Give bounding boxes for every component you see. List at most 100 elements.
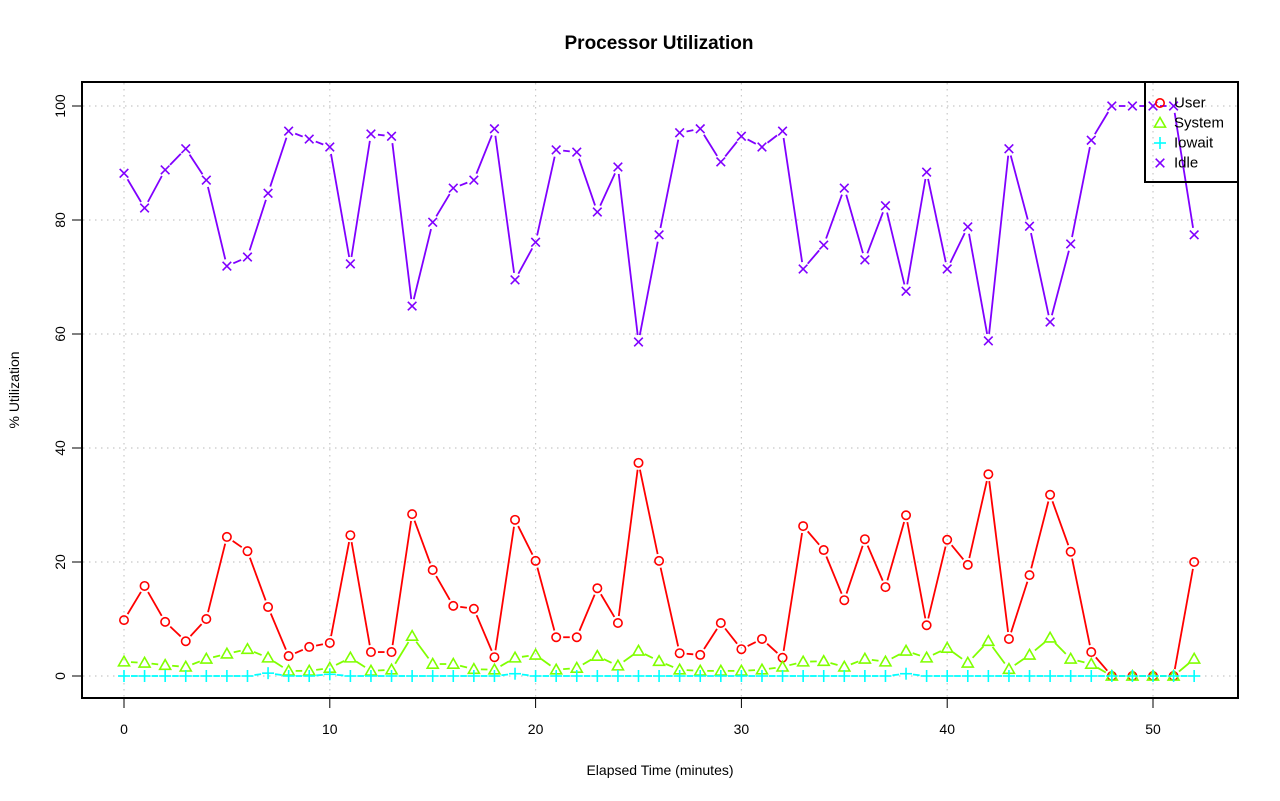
- data-point-user: [242, 546, 253, 557]
- data-point-iowait: [1085, 670, 1098, 682]
- series-segment-user: [189, 623, 203, 637]
- data-point-iowait: [262, 667, 275, 680]
- data-point-idle: [983, 335, 994, 346]
- series-segment-system: [1034, 641, 1046, 652]
- data-point-iowait: [1002, 670, 1015, 682]
- legend-symbol-user: [1155, 98, 1166, 109]
- series-segment-system: [830, 662, 838, 666]
- series-segment-user: [886, 521, 905, 581]
- data-point-idle: [427, 217, 438, 228]
- series-segment-idle: [1009, 155, 1029, 220]
- data-point-idle: [1045, 317, 1055, 327]
- data-point-iowait: [303, 670, 316, 682]
- series-segment-system: [563, 667, 570, 671]
- data-point-iowait: [673, 670, 686, 682]
- x-axis-label: Elapsed Time (minutes): [586, 762, 733, 778]
- legend-item-user: User: [1155, 95, 1206, 112]
- data-point-system: [425, 656, 440, 669]
- data-point-iowait: [653, 670, 666, 682]
- series-segment-user: [232, 540, 243, 548]
- data-point-user: [324, 637, 335, 648]
- series-segment-idle: [617, 173, 639, 336]
- data-point-iowait: [118, 670, 130, 682]
- data-point-idle: [530, 237, 541, 248]
- data-point-iowait: [1064, 670, 1077, 682]
- data-point-idle: [283, 126, 294, 136]
- series-segment-idle: [294, 132, 304, 138]
- data-point-system: [220, 646, 234, 659]
- data-point-idle: [613, 162, 623, 172]
- data-point-idle: [921, 167, 932, 177]
- data-point-user: [180, 636, 191, 647]
- series-segment-system: [665, 663, 674, 668]
- data-point-iowait: [447, 670, 460, 682]
- plot-frame: [81, 81, 1239, 699]
- data-point-user: [715, 617, 726, 628]
- series-segment-idle: [1071, 146, 1091, 238]
- series-segment-idle: [845, 194, 864, 254]
- series-segment-system: [891, 653, 901, 660]
- data-point-idle: [551, 145, 562, 155]
- data-point-idle: [571, 147, 582, 158]
- data-point-system: [816, 654, 831, 667]
- data-point-idle: [757, 142, 767, 152]
- x-tick-label: 40: [939, 721, 955, 737]
- data-point-system: [1187, 651, 1202, 664]
- series-segment-user: [330, 541, 350, 637]
- data-point-user: [1045, 489, 1056, 500]
- x-tick-label: 30: [734, 721, 750, 737]
- series-segment-user: [269, 613, 287, 650]
- data-point-iowait: [282, 670, 295, 682]
- series-segment-system: [273, 660, 284, 668]
- series-segment-idle: [350, 140, 371, 258]
- data-point-user: [818, 545, 829, 556]
- data-point-iowait: [900, 667, 913, 680]
- data-point-idle: [139, 203, 150, 213]
- data-point-user: [839, 595, 850, 606]
- legend: User System Iowait Idle: [1144, 81, 1239, 183]
- series-segment-idle: [563, 149, 570, 153]
- series-segment-system: [151, 662, 159, 666]
- series-segment-idle: [825, 194, 843, 239]
- data-point-system: [611, 658, 625, 671]
- series-segment-user: [659, 567, 680, 647]
- series-segment-user: [927, 546, 947, 619]
- data-point-iowait: [817, 670, 830, 682]
- series-layer: [117, 101, 1202, 682]
- legend-label: Iowait: [1174, 135, 1214, 152]
- series-segment-idle: [686, 129, 694, 133]
- series-segment-idle: [459, 181, 468, 187]
- data-point-system: [919, 650, 934, 663]
- series-segment-user: [315, 643, 324, 647]
- series-segment-user: [460, 605, 468, 609]
- series-segment-idle: [807, 249, 820, 265]
- data-point-idle: [1106, 101, 1117, 111]
- data-point-idle: [324, 142, 335, 152]
- series-segment-user: [294, 648, 304, 655]
- series-iowait: [118, 667, 1201, 682]
- series-segment-system: [500, 660, 510, 667]
- data-point-user: [674, 648, 685, 659]
- series-segment-system: [644, 653, 654, 659]
- series-segment-idle: [659, 139, 680, 229]
- data-point-idle: [119, 168, 129, 179]
- data-point-iowait: [220, 670, 233, 682]
- data-point-user: [283, 651, 294, 662]
- series-segment-idle: [866, 211, 884, 254]
- data-point-system: [199, 651, 214, 664]
- data-point-user: [407, 509, 418, 520]
- data-point-user: [983, 469, 994, 480]
- data-point-user: [921, 620, 932, 631]
- data-point-system: [940, 640, 955, 653]
- data-point-user: [1189, 556, 1200, 567]
- series-segment-idle: [703, 134, 718, 157]
- series-segment-system: [1096, 666, 1107, 674]
- data-point-idle: [1024, 221, 1035, 232]
- series-segment-idle: [169, 153, 182, 166]
- data-point-user: [468, 603, 479, 614]
- data-point-system: [178, 659, 193, 672]
- legend-label: System: [1174, 115, 1224, 132]
- series-segment-idle: [968, 233, 989, 335]
- series-segment-system: [233, 649, 241, 654]
- data-point-system: [1063, 651, 1078, 664]
